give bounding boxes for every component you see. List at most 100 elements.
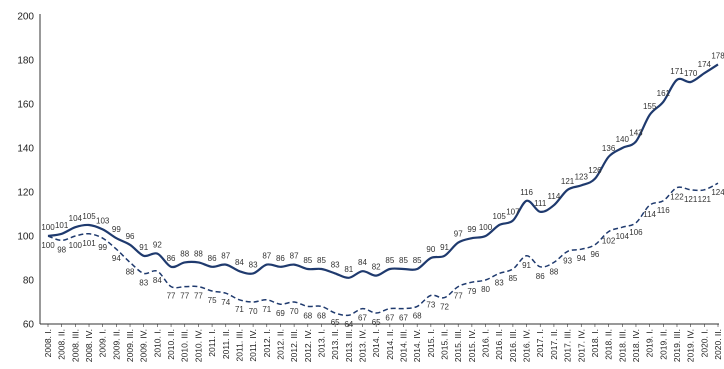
data-label-solid: 90	[426, 245, 435, 254]
data-label-solid: 86	[276, 254, 285, 263]
x-tick-label: 2016. II.	[494, 329, 504, 360]
data-label-dashed: 73	[426, 300, 435, 309]
data-label-solid: 99	[112, 225, 121, 234]
x-tick-label: 2015. I.	[426, 329, 436, 357]
x-tick-label: 2019. IV.	[686, 329, 696, 362]
data-label-dashed: 74	[221, 298, 230, 307]
data-label-solid: 92	[153, 241, 162, 250]
data-label-solid: 121	[561, 177, 575, 186]
data-label-dashed: 121	[698, 195, 712, 204]
data-label-dashed: 124	[711, 188, 724, 197]
data-label-dashed: 77	[194, 292, 203, 301]
x-tick-label: 2015. II.	[440, 329, 450, 360]
data-label-dashed: 75	[208, 296, 217, 305]
y-tick-label: 80	[23, 276, 35, 287]
data-label-dashed: 114	[643, 210, 656, 219]
data-label-dashed: 104	[616, 232, 630, 241]
data-label-solid: 81	[344, 265, 353, 274]
data-label-dashed: 122	[670, 193, 684, 202]
data-label-solid: 84	[358, 258, 367, 267]
x-tick-label: 2012. III.	[289, 329, 299, 362]
data-label-solid: 104	[69, 214, 83, 223]
data-label-solid: 171	[670, 67, 684, 76]
data-label-solid: 97	[454, 230, 463, 239]
x-tick-label: 2011. I.	[207, 329, 217, 357]
data-label-dashed: 88	[126, 267, 135, 276]
x-tick-label: 2008. II.	[57, 329, 67, 360]
data-label-dashed: 70	[249, 307, 258, 316]
data-label-solid: 178	[711, 51, 724, 60]
x-tick-label: 2018. III.	[617, 329, 627, 362]
data-label-solid: 91	[139, 243, 148, 252]
data-label-solid: 101	[55, 221, 69, 230]
data-label-dashed: 96	[590, 250, 599, 259]
data-label-solid: 136	[602, 144, 616, 153]
x-tick-label: 2017. II.	[549, 329, 559, 360]
data-label-dashed: 67	[358, 314, 367, 323]
data-label-dashed: 84	[153, 276, 162, 285]
x-tick-label: 2019. I.	[645, 329, 655, 357]
x-tick-label: 2014. III.	[399, 329, 409, 362]
data-label-solid: 126	[588, 166, 602, 175]
x-tick-label: 2018. IV.	[631, 329, 641, 362]
data-label-dashed: 67	[385, 314, 394, 323]
data-label-dashed: 101	[82, 239, 96, 248]
data-label-dashed: 80	[481, 285, 490, 294]
data-label-solid: 83	[331, 260, 340, 269]
data-label-solid: 85	[317, 256, 326, 265]
series-line-solid	[47, 63, 719, 279]
x-axis: 2008. I. 2008. II. 2008. III. 2008. IV. 2009…	[40, 323, 723, 362]
data-label-dashed: 99	[98, 243, 107, 252]
data-label-dashed: 64	[344, 320, 353, 329]
data-label-dashed: 69	[276, 309, 285, 318]
data-label-solid: 161	[657, 89, 671, 98]
x-tick-label: 2018. I.	[590, 329, 600, 357]
x-tick-label: 2012. IV.	[303, 329, 313, 362]
x-tick-label: 2016. III.	[508, 329, 518, 362]
x-tick-label: 2008. III.	[70, 329, 80, 362]
x-tick-label: 2020. I.	[699, 329, 709, 357]
data-label-dashed: 94	[577, 254, 586, 263]
data-label-dashed: 91	[522, 261, 531, 270]
x-tick-label: 2017. IV.	[576, 329, 586, 362]
data-label-solid: 86	[208, 254, 217, 263]
x-tick-label: 2013. III.	[344, 329, 354, 362]
y-tick-label: 60	[23, 320, 35, 331]
y-tick-label: 120	[17, 188, 34, 199]
x-tick-label: 2008. IV.	[84, 329, 94, 362]
data-label-solid: 174	[698, 60, 712, 69]
data-label-solid: 87	[262, 252, 271, 261]
x-tick-label: 2010. III.	[180, 329, 190, 362]
x-tick-label: 2012. I.	[262, 329, 272, 357]
data-label-dashed: 65	[331, 318, 340, 327]
x-tick-label: 2015. IV.	[467, 329, 477, 362]
data-label-dashed: 94	[112, 254, 121, 263]
data-label-solid: 85	[303, 256, 312, 265]
x-tick-label: 2009. III.	[125, 329, 135, 362]
data-label-solid: 86	[167, 254, 176, 263]
series-layer	[47, 63, 719, 317]
data-label-dashed: 68	[317, 311, 326, 320]
x-tick-label: 2009. IV.	[139, 329, 149, 362]
y-tick-label: 180	[17, 56, 34, 67]
data-label-dashed: 88	[549, 267, 558, 276]
x-tick-label: 2008. I.	[43, 329, 53, 357]
x-tick-label: 2009. I.	[98, 329, 108, 357]
data-label-solid: 88	[180, 249, 189, 258]
x-tick-label: 2013. IV.	[357, 329, 367, 362]
data-label-dashed: 71	[262, 305, 271, 314]
data-label-solid: 107	[506, 208, 520, 217]
x-tick-label: 2012. II.	[275, 329, 285, 360]
x-tick-label: 2017. III.	[563, 329, 573, 362]
data-label-solid: 96	[126, 232, 135, 241]
x-tick-label: 2015. III.	[453, 329, 463, 362]
x-tick-label: 2017. I.	[535, 329, 545, 357]
x-tick-label: 2011. IV.	[248, 329, 258, 362]
data-label-solid: 155	[643, 102, 657, 111]
x-tick-label: 2014. II.	[385, 329, 395, 360]
data-label-dashed: 67	[399, 314, 408, 323]
x-tick-label: 2010. IV.	[193, 329, 203, 362]
x-tick-label: 2011. III.	[234, 329, 244, 361]
